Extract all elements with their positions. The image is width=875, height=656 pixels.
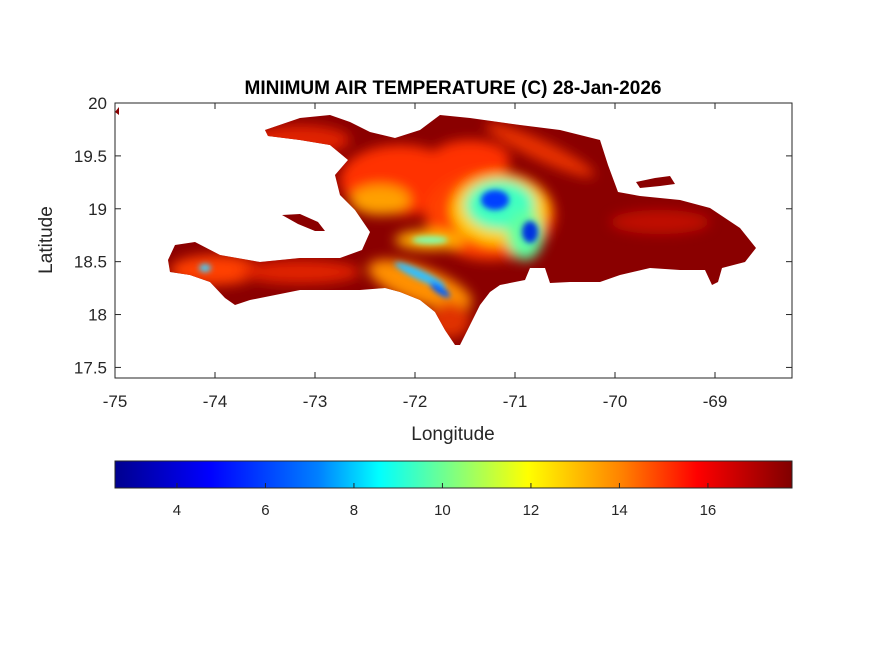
colorbar-tick-label: 4 bbox=[173, 502, 181, 519]
x-tick-label: -71 bbox=[503, 392, 528, 411]
chart-title: MINIMUM AIR TEMPERATURE (C) 28-Jan-2026 bbox=[245, 78, 662, 99]
y-tick-label: 19.5 bbox=[74, 147, 107, 166]
y-tick-label: 19 bbox=[88, 200, 107, 219]
plot-frame bbox=[114, 102, 793, 379]
colorbar-tick-label: 8 bbox=[350, 502, 358, 519]
colorbar-tick-label: 16 bbox=[700, 502, 717, 519]
y-tick-label: 20 bbox=[88, 94, 107, 113]
y-tick-label: 17.5 bbox=[74, 358, 107, 377]
x-tick-label: -74 bbox=[203, 392, 228, 411]
colorbar-tick-label: 14 bbox=[611, 502, 628, 519]
colorbar-tick-label: 6 bbox=[261, 502, 269, 519]
x-tick-label: -75 bbox=[103, 392, 128, 411]
colorbar bbox=[114, 460, 793, 489]
x-tick-label: -70 bbox=[603, 392, 628, 411]
colorbar-ticks: 4 6 8 10 12 14 16 bbox=[173, 483, 716, 519]
x-tick-label: -69 bbox=[703, 392, 728, 411]
colorbar-tick-label: 10 bbox=[434, 502, 451, 519]
x-axis: -75 -74 -73 -72 -71 -70 -69 bbox=[103, 103, 728, 411]
y-axis-title: Latitude bbox=[36, 206, 57, 274]
y-tick-label: 18 bbox=[88, 306, 107, 325]
x-axis-title: Longitude bbox=[411, 424, 494, 445]
x-tick-label: -73 bbox=[303, 392, 328, 411]
y-axis: 17.5 18 18.5 19 19.5 20 bbox=[74, 94, 792, 377]
colorbar-tick-label: 12 bbox=[523, 502, 540, 519]
temperature-field bbox=[115, 107, 756, 345]
x-tick-label: -72 bbox=[403, 392, 428, 411]
y-tick-label: 18.5 bbox=[74, 253, 107, 272]
